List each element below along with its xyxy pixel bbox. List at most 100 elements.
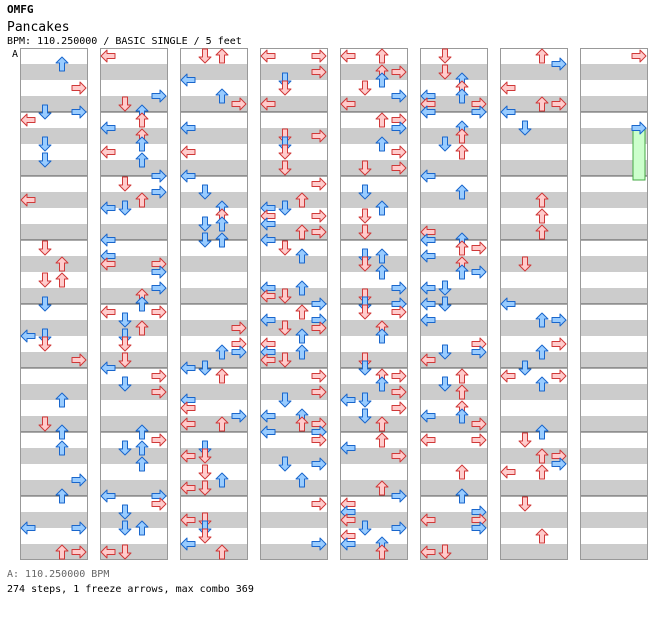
left-arrow-icon xyxy=(340,49,356,63)
beat-stripe xyxy=(180,320,248,336)
up-arrow-icon xyxy=(535,448,549,464)
left-arrow-icon xyxy=(260,313,276,327)
beat-stripe xyxy=(260,96,328,112)
up-arrow-icon xyxy=(375,112,389,128)
up-arrow-icon xyxy=(135,520,149,536)
up-arrow-icon xyxy=(375,248,389,264)
beat-stripe xyxy=(420,416,488,432)
up-arrow-icon xyxy=(295,280,309,296)
chart-column-border xyxy=(20,48,88,560)
beat-stripe xyxy=(20,544,88,560)
beat-stripe xyxy=(100,544,168,560)
down-arrow-icon xyxy=(278,240,292,256)
beat-stripe xyxy=(500,64,568,80)
down-arrow-icon xyxy=(358,304,372,320)
left-arrow-icon xyxy=(180,401,196,415)
right-arrow-icon xyxy=(391,385,407,399)
up-arrow-icon xyxy=(55,488,69,504)
down-arrow-icon xyxy=(278,392,292,408)
beat-stripe xyxy=(20,128,88,144)
right-arrow-icon xyxy=(151,305,167,319)
right-arrow-icon xyxy=(311,497,327,511)
down-arrow-icon xyxy=(198,448,212,464)
right-arrow-icon xyxy=(311,49,327,63)
down-arrow-icon xyxy=(278,144,292,160)
beat-stripe xyxy=(180,96,248,112)
beat-stripe xyxy=(20,64,88,80)
right-arrow-icon xyxy=(311,369,327,383)
down-arrow-icon xyxy=(38,416,52,432)
up-arrow-icon xyxy=(455,368,469,384)
up-arrow-icon xyxy=(215,472,229,488)
right-arrow-icon xyxy=(471,337,487,351)
right-arrow-icon xyxy=(391,89,407,103)
right-arrow-icon xyxy=(151,169,167,183)
left-arrow-icon xyxy=(20,521,36,535)
beat-stripe xyxy=(500,224,568,240)
right-arrow-icon xyxy=(311,65,327,79)
up-arrow-icon xyxy=(215,416,229,432)
beat-stripe xyxy=(20,352,88,368)
beat-stripe xyxy=(500,448,568,464)
down-arrow-icon xyxy=(438,136,452,152)
left-arrow-icon xyxy=(100,361,116,375)
up-arrow-icon xyxy=(215,232,229,248)
beat-stripe xyxy=(340,320,408,336)
down-arrow-icon xyxy=(518,432,532,448)
up-arrow-icon xyxy=(455,384,469,400)
left-arrow-icon xyxy=(340,497,356,511)
chart-column-border xyxy=(180,48,248,560)
beat-stripe xyxy=(580,256,648,272)
up-arrow-icon xyxy=(295,248,309,264)
right-arrow-icon xyxy=(311,433,327,447)
right-arrow-icon xyxy=(551,457,567,471)
left-arrow-icon xyxy=(340,537,356,551)
right-arrow-icon xyxy=(391,65,407,79)
up-arrow-icon xyxy=(535,208,549,224)
up-arrow-icon xyxy=(455,408,469,424)
right-arrow-icon xyxy=(551,97,567,111)
down-arrow-icon xyxy=(358,184,372,200)
beat-stripe xyxy=(340,224,408,240)
beat-stripe xyxy=(20,160,88,176)
beat-stripe xyxy=(340,64,408,80)
down-arrow-icon xyxy=(278,352,292,368)
up-arrow-icon xyxy=(135,152,149,168)
right-arrow-icon xyxy=(151,281,167,295)
up-arrow-icon xyxy=(535,376,549,392)
beat-stripe xyxy=(100,256,168,272)
beat-stripe xyxy=(500,320,568,336)
left-arrow-icon xyxy=(420,233,436,247)
down-arrow-icon xyxy=(118,352,132,368)
down-arrow-icon xyxy=(358,408,372,424)
down-arrow-icon xyxy=(438,376,452,392)
right-arrow-icon xyxy=(71,105,87,119)
beat-stripe xyxy=(420,128,488,144)
beat-stripe xyxy=(420,384,488,400)
beat-stripe xyxy=(180,224,248,240)
left-arrow-icon xyxy=(420,249,436,263)
freeze-arrow-body xyxy=(632,127,646,181)
beat-stripe xyxy=(500,160,568,176)
step-stats: 274 steps, 1 freeze arrows, max combo 36… xyxy=(7,584,254,595)
beat-stripe xyxy=(20,256,88,272)
right-arrow-icon xyxy=(471,417,487,431)
left-arrow-icon xyxy=(20,113,36,127)
beat-stripe xyxy=(180,256,248,272)
right-arrow-icon xyxy=(471,433,487,447)
right-arrow-icon xyxy=(391,305,407,319)
beat-stripe xyxy=(420,160,488,176)
beat-stripe xyxy=(500,544,568,560)
up-arrow-icon xyxy=(135,296,149,312)
left-arrow-icon xyxy=(340,393,356,407)
up-arrow-icon xyxy=(55,256,69,272)
up-arrow-icon xyxy=(535,224,549,240)
up-arrow-icon xyxy=(215,216,229,232)
down-arrow-icon xyxy=(438,296,452,312)
beat-stripe xyxy=(420,480,488,496)
up-arrow-icon xyxy=(295,224,309,240)
beat-stripe xyxy=(500,512,568,528)
beat-stripe xyxy=(260,480,328,496)
right-arrow-icon xyxy=(231,321,247,335)
